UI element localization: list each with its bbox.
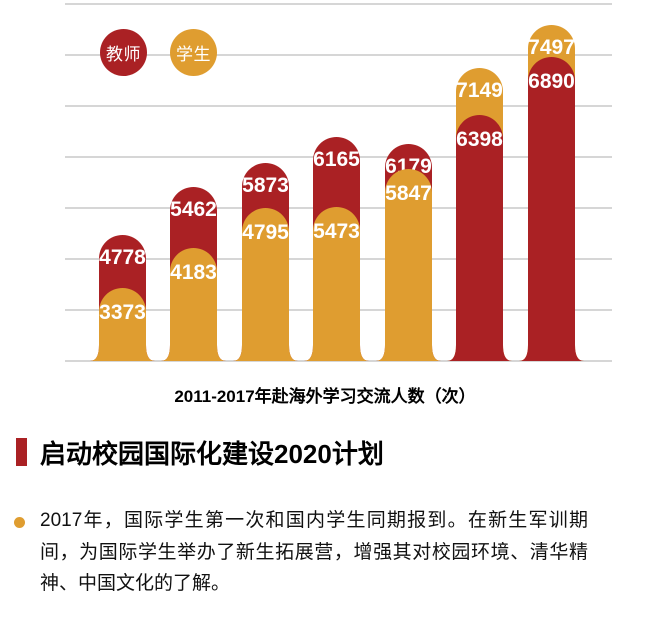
bar-value-label: 4778	[99, 246, 146, 269]
bar-value-label: 5873	[242, 174, 289, 197]
section-marker-icon	[16, 438, 27, 466]
bar-value-label: 4795	[242, 221, 289, 244]
bar-value-label: 6165	[313, 148, 360, 171]
section-header: 启动校园国际化建设2020计划	[16, 436, 384, 469]
bar-value-label: 5847	[385, 182, 432, 205]
chart-caption: 2011-2017年赴海外学习交流人数（次）	[174, 387, 476, 406]
bar-2013-front	[233, 208, 298, 361]
section-title: 启动校园国际化建设2020计划	[40, 438, 384, 469]
bar-2011-front	[90, 288, 155, 361]
bar-value-label: 7149	[456, 79, 503, 102]
bar-value-label: 6890	[528, 70, 575, 93]
bullet-paragraph: 2017年，国际学生第一次和国内学生同期报到。在新生军训期间，为国际学生举办了新…	[40, 510, 588, 594]
legend-teachers-label: 教师	[106, 45, 141, 64]
bar-value-label: 5462	[170, 198, 217, 221]
bar-2012-front	[161, 248, 226, 361]
legend-item-teachers: 教师	[100, 29, 147, 76]
bar-2016-front	[447, 114, 512, 361]
bullet-item: 2017年，国际学生第一次和国内学生同期报到。在新生军训期间，为国际学生举办了新…	[14, 505, 600, 600]
overseas-exchange-chart: 4778 3373 5462 4183 5873 4795 6165 5473 6179 5847…	[65, 3, 612, 362]
bar-value-label: 7497	[528, 36, 575, 59]
bar-2014-front	[304, 207, 369, 361]
legend-item-students: 学生	[170, 29, 217, 76]
legend-students-label: 学生	[176, 45, 211, 64]
bar-value-label: 3373	[99, 301, 146, 324]
bar-2015-front	[376, 169, 441, 361]
bar-2017-front	[519, 57, 584, 361]
bullet-dot-icon	[14, 517, 25, 528]
bar-value-label: 5473	[313, 220, 360, 243]
bar-chart-canvas: 4778337354624183587347956165547361795847…	[65, 3, 612, 362]
bar-value-label: 6398	[456, 128, 503, 151]
bar-value-label: 4183	[170, 261, 217, 284]
